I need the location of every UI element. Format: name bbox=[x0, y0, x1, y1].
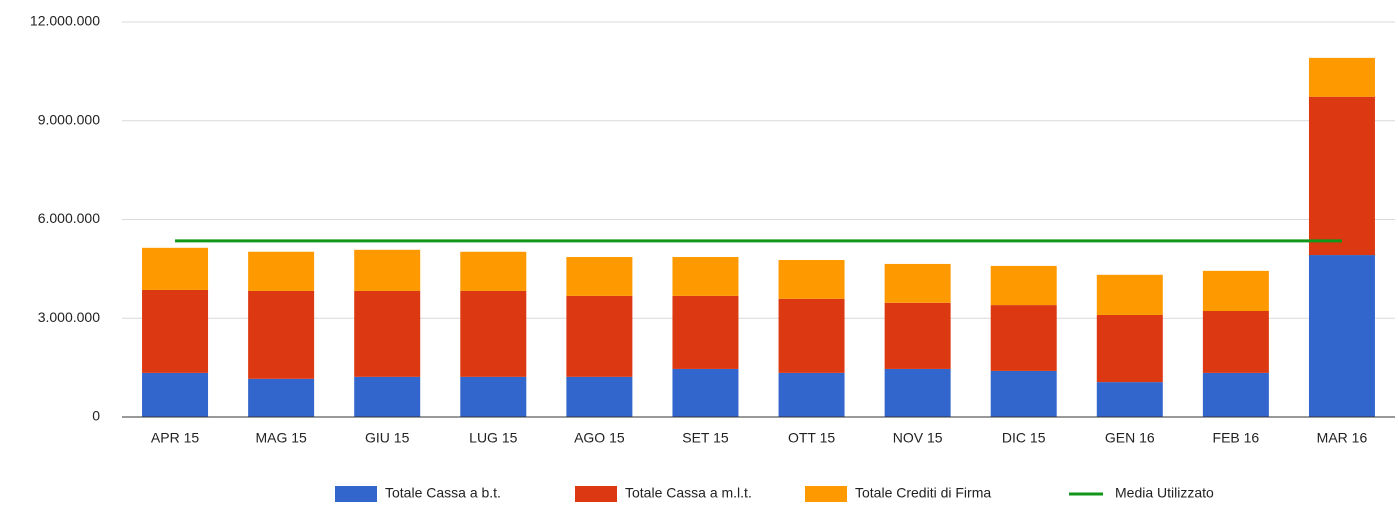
bar-segment bbox=[142, 289, 209, 373]
x-tick-label: FEB 16 bbox=[1213, 430, 1260, 446]
bar-segment bbox=[460, 290, 527, 377]
x-tick-label: DIC 15 bbox=[1002, 430, 1046, 446]
bar-segment bbox=[142, 372, 209, 417]
bar-segment bbox=[990, 370, 1057, 417]
bar-segment bbox=[884, 368, 951, 417]
x-tick-label: AGO 15 bbox=[574, 430, 625, 446]
y-tick-label: 9.000.000 bbox=[38, 111, 100, 127]
bar-segment bbox=[248, 251, 315, 291]
bar-segment bbox=[1308, 96, 1375, 256]
x-tick-label: MAR 16 bbox=[1317, 430, 1368, 446]
bar-segment bbox=[460, 376, 527, 417]
x-tick-label: APR 15 bbox=[151, 430, 199, 446]
y-tick-label: 3.000.000 bbox=[38, 309, 100, 325]
bar-segment bbox=[566, 257, 633, 296]
y-tick-label: 12.000.000 bbox=[30, 13, 100, 29]
bar-segment bbox=[1096, 274, 1163, 315]
bar-segment bbox=[990, 305, 1057, 371]
legend-swatch bbox=[335, 486, 377, 502]
legend-label: Media Utilizzato bbox=[1115, 485, 1214, 501]
bar-segment bbox=[884, 302, 951, 369]
bar-segment bbox=[1308, 57, 1375, 97]
x-tick-label: GIU 15 bbox=[365, 430, 410, 446]
bar-segment bbox=[1202, 270, 1269, 312]
bar-segment bbox=[778, 298, 845, 373]
legend-swatch bbox=[805, 486, 847, 502]
legend-swatch bbox=[575, 486, 617, 502]
x-tick-label: MAG 15 bbox=[255, 430, 307, 446]
legend-label: Totale Cassa a m.l.t. bbox=[625, 485, 752, 501]
bar-segment bbox=[1202, 372, 1269, 417]
x-tick-label: SET 15 bbox=[682, 430, 729, 446]
y-tick-label: 6.000.000 bbox=[38, 210, 100, 226]
bar-segment bbox=[354, 290, 421, 377]
bar-segment bbox=[248, 378, 315, 417]
x-tick-label: LUG 15 bbox=[469, 430, 517, 446]
legend-label: Totale Crediti di Firma bbox=[855, 485, 991, 501]
y-tick-label: 0 bbox=[92, 408, 100, 424]
bar-segment bbox=[778, 372, 845, 417]
bar-segment bbox=[1096, 314, 1163, 383]
x-tick-label: NOV 15 bbox=[893, 430, 943, 446]
bar-segment bbox=[354, 249, 421, 291]
bar-segment bbox=[672, 257, 739, 296]
bar-segment bbox=[460, 251, 527, 291]
bar-segment bbox=[1308, 255, 1375, 417]
bar-segment bbox=[778, 259, 845, 299]
bar-segment bbox=[566, 295, 633, 377]
x-tick-label: GEN 16 bbox=[1105, 430, 1155, 446]
bar-segment bbox=[142, 247, 209, 290]
bar-segment bbox=[990, 265, 1057, 306]
bar-segment bbox=[248, 290, 315, 379]
bar-segment bbox=[672, 295, 739, 369]
bar-segment bbox=[354, 376, 421, 417]
bar-segment bbox=[672, 368, 739, 417]
bar-segment bbox=[1096, 382, 1163, 417]
bar-segment bbox=[1202, 311, 1269, 373]
bar-segment bbox=[884, 263, 951, 303]
legend-label: Totale Cassa a b.t. bbox=[385, 485, 501, 501]
bar-segment bbox=[566, 376, 633, 417]
x-tick-label: OTT 15 bbox=[788, 430, 835, 446]
